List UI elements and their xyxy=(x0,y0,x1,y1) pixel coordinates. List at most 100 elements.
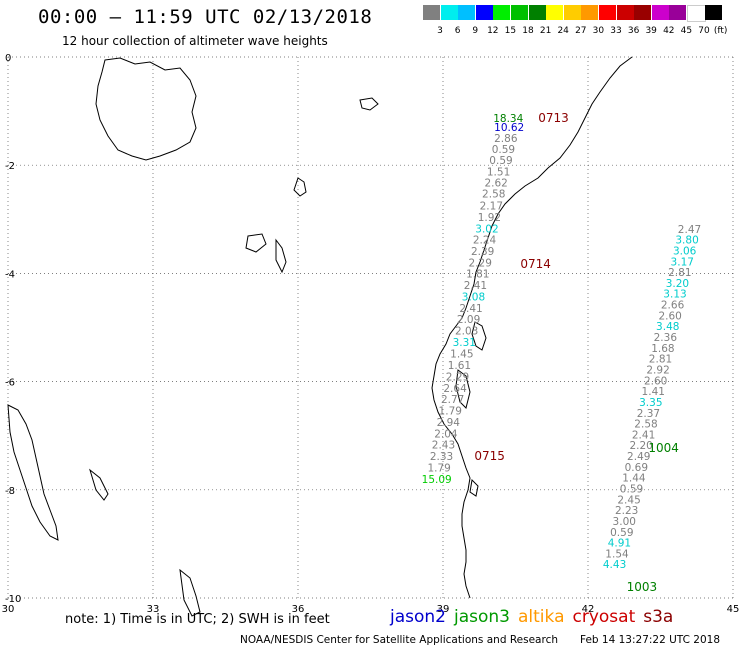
legend-label: 39 xyxy=(645,26,657,36)
satellite-name: s3a xyxy=(643,607,674,627)
y-tick-label: -4 xyxy=(5,269,15,280)
wave-height-label: 2.36 xyxy=(654,332,678,344)
legend-swatch xyxy=(528,5,546,20)
wave-height-label: 1.54 xyxy=(605,548,629,560)
wave-height-label: 2.29 xyxy=(469,257,492,269)
wave-height-label: 2.49 xyxy=(627,451,650,463)
legend-label: 21 xyxy=(539,26,552,36)
wave-height-label: 0.59 xyxy=(492,144,515,156)
legend-swatch xyxy=(511,5,528,20)
legend-swatch xyxy=(493,5,511,20)
wave-height-label: 2.47 xyxy=(678,224,701,236)
pass-id-label: 0715 xyxy=(474,449,505,463)
wave-height-label: 2.81 xyxy=(649,354,672,366)
wave-height-label: 1.45 xyxy=(450,348,473,360)
wave-height-label: 2.64 xyxy=(443,383,467,395)
lake-small-3 xyxy=(275,238,287,274)
wave-height-label: 2.58 xyxy=(634,419,657,431)
wave-height-label: 3.17 xyxy=(671,256,694,268)
wave-height-label: 2.39 xyxy=(471,246,494,258)
wave-height-label: 1.68 xyxy=(651,343,674,355)
wave-height-label: 3.35 xyxy=(639,397,662,409)
island-mafia xyxy=(469,478,479,497)
wave-height-label: 1.44 xyxy=(622,473,646,485)
wave-height-label: 1.79 xyxy=(427,462,450,474)
wave-height-label: 1.92 xyxy=(478,212,501,224)
wave-height-label: 2.92 xyxy=(646,364,669,376)
pass-id-label: 0713 xyxy=(538,111,569,125)
y-tick-label: -2 xyxy=(5,161,15,172)
wave-height-label: 2.41 xyxy=(459,303,482,315)
wave-height-label: 2.17 xyxy=(480,201,503,213)
wave-height-label: 3.08 xyxy=(462,291,485,303)
wave-height-label: 1.61 xyxy=(448,360,471,372)
legend-swatch xyxy=(546,5,564,20)
legend-swatch xyxy=(599,5,616,20)
wave-height-label: 3.00 xyxy=(613,516,636,528)
satellite-name: jason2 xyxy=(390,607,446,627)
x-tick-label: 36 xyxy=(292,604,305,615)
generation-timestamp: Feb 14 13:27:22 UTC 2018 xyxy=(580,634,720,646)
island-pemba xyxy=(471,321,487,351)
wave-height-label: 2.45 xyxy=(617,494,640,506)
wave-height-label: 0.59 xyxy=(610,527,633,539)
lake-rukwa xyxy=(89,468,109,501)
wave-height-label: 4.91 xyxy=(608,538,631,550)
satellite-name: jason3 xyxy=(454,607,510,627)
wave-height-label: 2.24 xyxy=(473,235,497,247)
legend-swatch xyxy=(458,5,476,20)
wave-height-label: 0.69 xyxy=(625,462,648,474)
wave-height-label: 2.77 xyxy=(441,394,464,406)
legend-label: 33 xyxy=(610,26,622,36)
footnote: note: 1) Time is in UTC; 2) SWH is in fe… xyxy=(65,612,330,627)
wave-height-label: 2.41 xyxy=(632,429,655,441)
legend-unit: (ft) xyxy=(713,26,728,36)
x-tick-label: 39 xyxy=(437,604,450,615)
wave-height-label: 2.94 xyxy=(437,417,461,429)
wave-height-label: 2.33 xyxy=(430,451,453,463)
wave-height-label: 3.80 xyxy=(675,235,698,247)
wave-height-label: 18.34 xyxy=(493,113,523,125)
lake-victoria xyxy=(95,57,197,161)
legend-label: 36 xyxy=(627,26,640,36)
wave-height-label: 4.43 xyxy=(603,559,626,571)
wave-height-label: 2.86 xyxy=(494,133,518,145)
x-tick-label: 42 xyxy=(582,604,595,615)
lake-small-1 xyxy=(293,177,307,197)
pass-id-label: 1004 xyxy=(648,441,679,455)
lake-malawi xyxy=(179,568,201,617)
legend-swatch xyxy=(704,5,722,20)
mainland-coastline xyxy=(431,56,633,599)
wave-height-label: 3.20 xyxy=(666,278,689,290)
credit-line: NOAA/NESDIS Center for Satellite Applica… xyxy=(240,634,558,646)
page-title: 00:00 – 11:59 UTC 02/13/2018 xyxy=(38,6,373,28)
wave-height-label: 3.13 xyxy=(663,289,686,301)
pass-id-label: 1003 xyxy=(627,580,658,594)
wave-height-label: 1.41 xyxy=(642,386,665,398)
wave-height-label: 2.81 xyxy=(668,267,691,279)
wave-height-label: 3.02 xyxy=(475,223,498,235)
wave-height-label: 3.48 xyxy=(656,321,679,333)
wave-height-label: 3.06 xyxy=(673,245,697,257)
wave-height-label: 2.09 xyxy=(457,314,480,326)
x-tick-label: 45 xyxy=(727,604,740,615)
wave-height-label: 2.66 xyxy=(661,300,685,312)
wave-height-label: 1.81 xyxy=(466,269,489,281)
legend-label: 18 xyxy=(522,26,534,36)
lake-small-2 xyxy=(245,233,267,253)
wave-height-label: 10.62 xyxy=(494,122,524,134)
y-tick-label: -6 xyxy=(5,378,15,389)
wave-height-label: 2.04 xyxy=(434,428,458,440)
legend-label: 12 xyxy=(487,26,499,36)
wave-height-label: 2.37 xyxy=(637,408,660,420)
legend-label: 15 xyxy=(504,26,517,36)
wave-height-label: 2.62 xyxy=(484,177,507,189)
lake-tanganyika xyxy=(7,404,59,541)
legend-label: 42 xyxy=(663,26,675,36)
satellite-name: altika xyxy=(518,607,565,627)
satellite-name: cryosat xyxy=(572,607,636,627)
legend-swatch xyxy=(440,5,458,20)
wave-height-label: 15.09 xyxy=(422,474,452,486)
page-subtitle: 12 hour collection of altimeter wave hei… xyxy=(62,34,328,48)
